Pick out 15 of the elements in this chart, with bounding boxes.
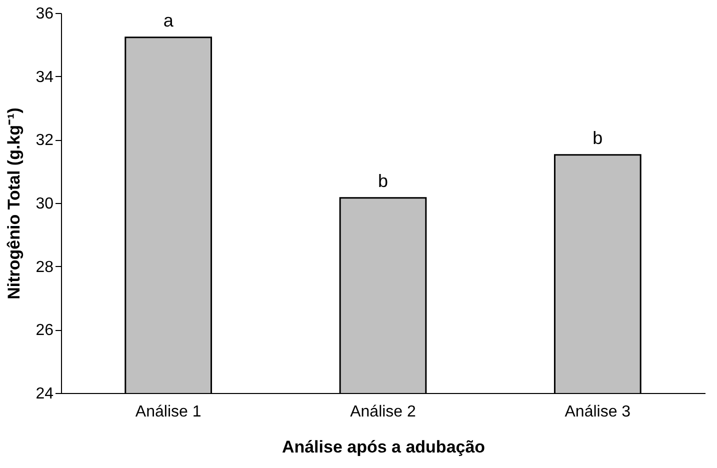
x-tick-label: Análise 3 [564, 404, 631, 420]
y-tick-label: 28 [36, 258, 54, 276]
annotation: b [592, 128, 603, 148]
annotation: b [378, 170, 388, 191]
y-tick-label: 34 [36, 68, 54, 86]
annotation: a [163, 10, 174, 30]
y-tick-label: 32 [36, 132, 54, 150]
y-tick-label: 24 [36, 386, 54, 402]
x-tick-label: Análise 2 [350, 404, 416, 420]
y-tick-label: 30 [36, 196, 54, 212]
y-tick-label: 36 [36, 6, 54, 22]
x-axis-title: Análise após a adubação [282, 438, 486, 456]
x-tick-label: Análise 1 [135, 404, 202, 420]
y-axis-title: Nitrogênio Total (g.kg⁻¹) [4, 108, 24, 300]
y-tick-label: 26 [36, 322, 54, 340]
